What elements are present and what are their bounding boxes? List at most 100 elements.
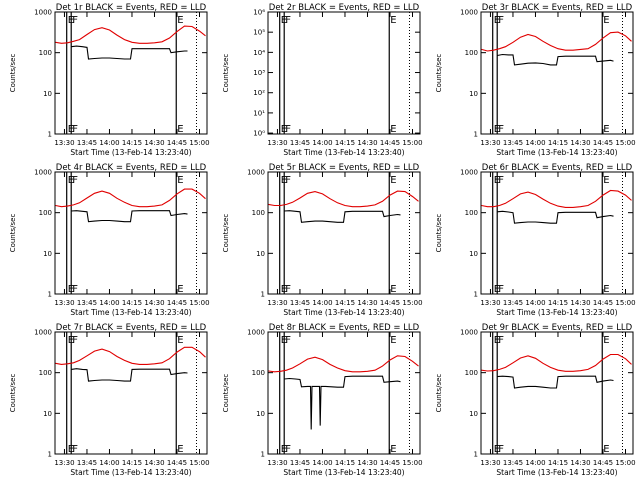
y-tick-label: 1000 (460, 169, 478, 177)
marker-label: E (177, 124, 183, 135)
marker-label: F (72, 15, 78, 26)
x-tick-label: 13:30 (54, 459, 74, 467)
x-tick-label: 14:15 (548, 139, 568, 147)
panel-det-7: Det 7r BLACK = Events, RED = LLD 1 10 100 10… (9, 323, 210, 477)
x-tick-label: 13:30 (267, 299, 287, 307)
series-line-events (71, 210, 188, 223)
panel-det-8: Det 8r BLACK = Events, RED = LLD 1 10 100 10… (222, 323, 423, 477)
x-tick-label: 13:45 (503, 139, 523, 147)
x-tick-label: 14:15 (335, 139, 355, 147)
y-tick-label: 10⁰ (253, 130, 265, 138)
marker-label: F (285, 175, 291, 186)
marker-label: F (285, 335, 291, 346)
x-tick-label: 14:45 (593, 139, 613, 147)
x-tick-label: 14:30 (144, 299, 164, 307)
marker-label: F (498, 124, 504, 135)
marker-label: F (498, 284, 504, 295)
panel-title: Det 5r BLACK = Events, RED = LLD (269, 163, 420, 173)
x-axis-label: Start Time (13-Feb-14 13:23:40) (283, 468, 404, 477)
marker-label: F (498, 175, 504, 186)
y-axis-label: Counts/sec (9, 374, 17, 413)
y-tick-label: 10 (43, 90, 52, 98)
x-tick-label: 13:45 (503, 459, 523, 467)
x-tick-label: 13:45 (290, 459, 310, 467)
y-axis-label: Counts/sec (222, 374, 230, 413)
x-tick-label: 14:45 (380, 139, 400, 147)
x-tick-label: 14:15 (548, 299, 568, 307)
x-axis-label: Start Time (13-Feb-14 13:23:40) (496, 468, 617, 477)
y-axis-label: Counts/sec (222, 54, 230, 93)
panel-title: Det 2r BLACK = Events, RED = LLD (269, 3, 420, 13)
y-tick-label: 1000 (34, 329, 52, 337)
x-axis-label: Start Time (13-Feb-14 13:23:40) (70, 148, 191, 157)
series-line-events (497, 210, 614, 224)
plot-frame (267, 11, 421, 135)
plot-frame (480, 11, 634, 135)
y-tick-label: 1 (474, 291, 478, 299)
marker-label: F (498, 335, 504, 346)
y-tick-label: 10 (256, 250, 265, 258)
x-tick-label: 13:30 (267, 139, 287, 147)
x-tick-label: 14:15 (335, 459, 355, 467)
x-tick-label: 13:45 (77, 299, 97, 307)
marker-label: F (285, 444, 291, 455)
series-line-events (71, 368, 188, 382)
marker-label: F (498, 15, 504, 26)
y-tick-label: 1 (48, 451, 52, 459)
marker-label: E (177, 444, 183, 455)
x-tick-label: 14:30 (570, 459, 590, 467)
series-line-lld (55, 25, 206, 44)
marker-label: E (177, 335, 183, 346)
x-tick-label: 14:00 (99, 139, 119, 147)
plot-frame (267, 171, 421, 295)
x-tick-label: 15:00 (189, 139, 209, 147)
y-tick-label: 1 (474, 131, 478, 139)
marker-label: F (72, 124, 78, 135)
x-tick-label: 14:00 (99, 299, 119, 307)
x-tick-label: 14:30 (357, 299, 377, 307)
x-axis-label: Start Time (13-Feb-14 13:23:40) (496, 308, 617, 317)
marker-label: E (603, 444, 609, 455)
y-tick-label: 10 (469, 410, 478, 418)
x-tick-label: 14:30 (570, 299, 590, 307)
y-tick-label: 10 (469, 250, 478, 258)
marker-label: E (390, 444, 396, 455)
x-tick-label: 14:30 (357, 459, 377, 467)
y-axis-label: Counts/sec (222, 214, 230, 253)
marker-label: E (177, 175, 183, 186)
x-tick-label: 13:30 (54, 299, 74, 307)
panel-det-6: Det 6r BLACK = Events, RED = LLD 1 10 100 10… (435, 163, 636, 317)
x-tick-label: 13:45 (290, 299, 310, 307)
panel-title: Det 7r BLACK = Events, RED = LLD (56, 323, 207, 333)
y-tick-label: 100 (252, 209, 265, 217)
panel-title: Det 3r BLACK = Events, RED = LLD (482, 3, 633, 13)
plot-frame (54, 11, 208, 135)
x-tick-label: 15:00 (189, 299, 209, 307)
marker-label: E (177, 284, 183, 295)
y-tick-label: 1000 (460, 9, 478, 17)
x-tick-label: 14:45 (593, 459, 613, 467)
x-tick-label: 14:15 (335, 299, 355, 307)
panel-title: Det 4r BLACK = Events, RED = LLD (56, 163, 207, 173)
marker-label: E (603, 335, 609, 346)
x-tick-label: 14:00 (525, 459, 545, 467)
x-tick-label: 15:00 (402, 299, 422, 307)
x-tick-label: 14:00 (99, 459, 119, 467)
x-tick-label: 15:00 (402, 139, 422, 147)
y-tick-label: 10 (43, 250, 52, 258)
x-tick-label: 14:15 (122, 459, 142, 467)
x-tick-label: 15:00 (189, 459, 209, 467)
plot-frame (267, 331, 421, 455)
plot-frame (480, 331, 634, 455)
x-tick-label: 13:30 (480, 139, 500, 147)
series-line-lld (268, 355, 419, 373)
plot-frame (480, 171, 634, 295)
panel-title: Det 6r BLACK = Events, RED = LLD (482, 163, 633, 173)
x-tick-label: 13:30 (480, 299, 500, 307)
y-axis-label: Counts/sec (9, 214, 17, 253)
x-tick-label: 13:30 (480, 459, 500, 467)
x-tick-label: 15:00 (615, 139, 635, 147)
y-tick-label: 1000 (34, 9, 52, 17)
series-line-lld (55, 346, 206, 365)
marker-label: E (603, 284, 609, 295)
